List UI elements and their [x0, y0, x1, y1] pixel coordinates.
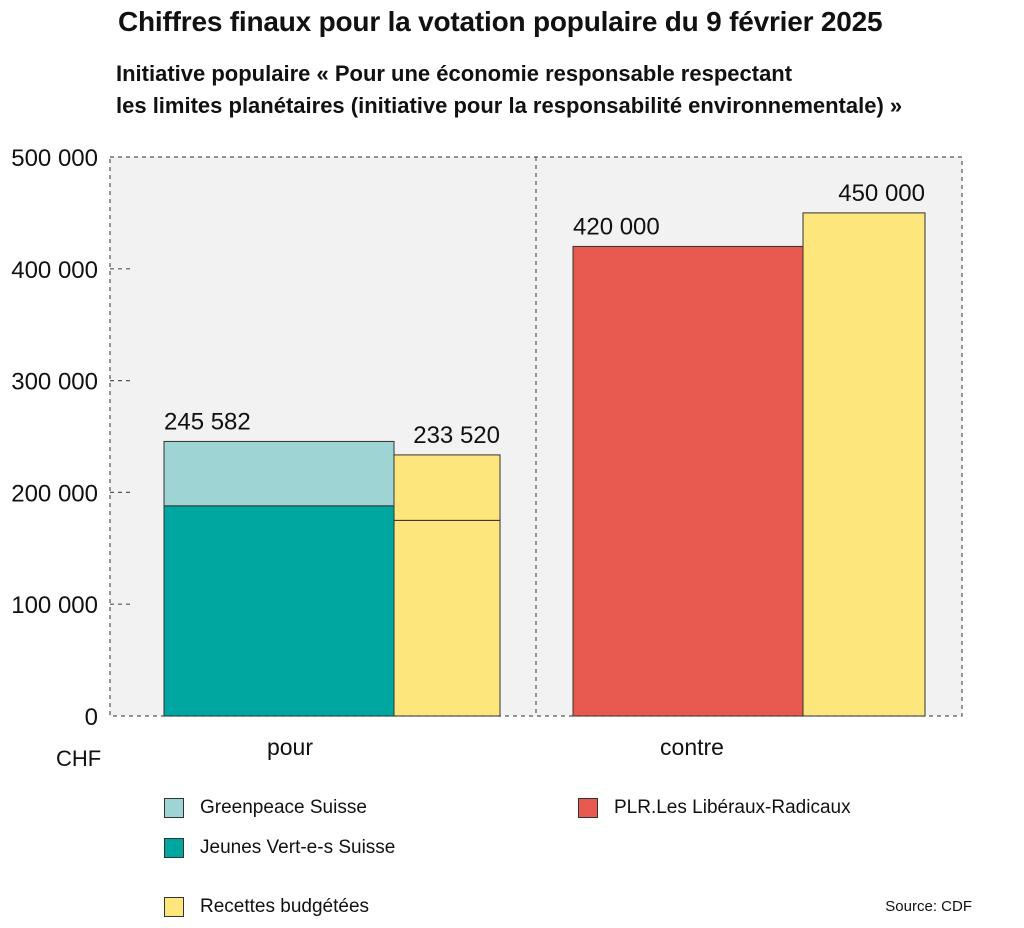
bar-pour-greenpeace-suisse-1	[163, 440, 395, 507]
legend-swatch-plr	[578, 798, 598, 818]
legend-label-jeunes-verts: Jeunes Vert-e-s Suisse	[200, 837, 396, 858]
legend-item-recettes: Recettes budgétées	[164, 896, 369, 918]
legend-label-plr: PLR.Les Libéraux-Radicaux	[614, 797, 851, 818]
legend-item-jeunes-verts: Jeunes Vert-e-s Suisse	[164, 837, 395, 859]
subtitle-line-1: Initiative populaire « Pour une économie…	[116, 61, 793, 86]
bar-pour-recettes-budgetees-0	[393, 519, 501, 717]
data-label-pour-stacked: 245 582	[164, 408, 251, 435]
legend-swatch-recettes	[164, 897, 184, 917]
data-label-contre-budget: 450 000	[838, 180, 925, 207]
bar-contre-plr-les-liberaux-radicaux-0	[572, 245, 804, 717]
legend-swatch-jeunes-verts	[164, 838, 184, 858]
chart-title: Chiffres finaux pour la votation populai…	[118, 6, 883, 37]
x-category-label-pour: pour	[267, 734, 313, 760]
data-label-contre-stacked: 420 000	[573, 213, 660, 240]
x-category-label-contre: contre	[660, 734, 724, 760]
bar-contre-recettes-budgetees-0	[802, 212, 926, 717]
y-tick-label: 500 000	[11, 145, 98, 172]
y-axis-unit-label: CHF	[56, 746, 102, 771]
legend-item-greenpeace: Greenpeace Suisse	[164, 797, 367, 819]
y-tick-label: 0	[85, 704, 98, 731]
legend-label-recettes: Recettes budgétées	[200, 896, 370, 917]
legend-swatch-greenpeace	[164, 798, 184, 818]
y-tick-label: 200 000	[11, 480, 98, 507]
y-tick-label: 300 000	[11, 369, 98, 396]
chart-subtitle: Initiative populaire « Pour une économie…	[116, 58, 902, 122]
data-label-pour-budget: 233 520	[413, 422, 500, 449]
y-tick-label: 100 000	[11, 592, 98, 619]
bar-pour-recettes-budgetees-1	[393, 454, 501, 521]
subtitle-line-2: les limites planétaires (initiative pour…	[116, 93, 903, 118]
legend-label-greenpeace: Greenpeace Suisse	[200, 797, 367, 818]
y-tick-label: 400 000	[11, 257, 98, 284]
bar-pour-jeunes-vert-e-s-suisse-0	[163, 505, 395, 717]
source-note: Source: CDF	[885, 898, 972, 915]
legend-item-plr: PLR.Les Libéraux-Radicaux	[578, 797, 851, 819]
